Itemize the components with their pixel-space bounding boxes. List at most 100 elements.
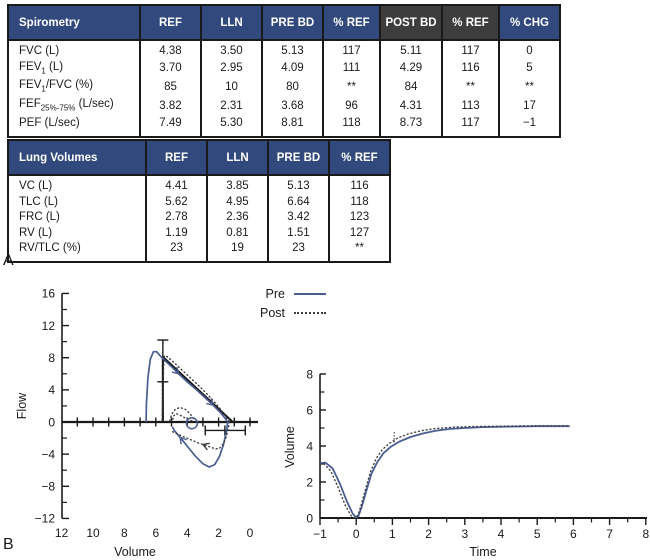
- svg-text:4: 4: [48, 383, 55, 397]
- value-cell: 3.68: [261, 97, 324, 117]
- value-cell: −1: [498, 116, 561, 137]
- row-label: FVC (L): [7, 40, 141, 60]
- table-row: FEV1 (L) 3.70 2.95 4.09 111 4.29 116 5: [7, 59, 561, 79]
- value-cell: 116: [328, 175, 391, 195]
- section-label-b: B: [3, 536, 14, 553]
- value-cell: 5.62: [145, 194, 208, 211]
- value-cell: 2.36: [206, 210, 269, 226]
- value-cell: 7.49: [139, 116, 202, 137]
- value-cell: 8.81: [261, 116, 324, 137]
- svg-text:12: 12: [55, 526, 69, 540]
- column-header: REF: [139, 5, 202, 41]
- table-title: Spirometry: [7, 5, 141, 41]
- spirometry-table: Spirometry REF LLN PRE BD% REF POST BD% REF%…: [7, 4, 561, 138]
- svg-text:2: 2: [306, 475, 313, 489]
- legend-row-pre: Pre: [198, 284, 326, 303]
- value-cell: 3.50: [200, 40, 263, 60]
- column-header: % REF: [328, 140, 391, 176]
- value-cell: 117: [441, 116, 500, 137]
- svg-text:0: 0: [48, 415, 55, 429]
- svg-text:8: 8: [306, 367, 313, 381]
- value-cell: 23: [145, 241, 208, 262]
- value-cell: 5.13: [267, 175, 330, 195]
- value-cell: 1.19: [145, 225, 208, 242]
- table-row: FRC (L) 2.78 2.36 3.42 123: [7, 210, 391, 226]
- svg-text:1: 1: [389, 527, 396, 541]
- value-cell: **: [441, 78, 500, 98]
- value-cell: 3.85: [206, 175, 269, 195]
- legend-pre-line-swatch: [294, 292, 326, 295]
- value-cell: 117: [441, 40, 500, 60]
- value-cell: **: [498, 78, 561, 98]
- svg-text:Volume: Volume: [283, 426, 297, 468]
- svg-text:4: 4: [306, 439, 313, 453]
- svg-text:0: 0: [353, 527, 360, 541]
- row-label: FEF25%-75% (L/sec): [7, 97, 141, 117]
- row-label: FRC (L): [7, 210, 147, 226]
- row-label: FEV1 (L): [7, 59, 141, 79]
- svg-text:8: 8: [121, 526, 128, 540]
- value-cell: 2.31: [200, 97, 263, 117]
- legend-row-post: Post: [198, 303, 326, 322]
- svg-text:−8: −8: [41, 480, 55, 494]
- table-row: FEF25%-75% (L/sec) 3.82 2.31 3.68 96 4.31 113 1…: [7, 97, 561, 117]
- value-cell: 0: [498, 40, 561, 60]
- value-cell: 23: [267, 241, 330, 262]
- value-cell: 5.13: [261, 40, 324, 60]
- column-header: LLN: [206, 140, 269, 176]
- row-label: PEF (L/sec): [7, 116, 141, 137]
- svg-text:8: 8: [642, 527, 649, 541]
- value-cell: 4.29: [379, 59, 443, 79]
- legend-post-line-swatch: [294, 311, 326, 314]
- table-row: FEV1/FVC (%) 85 10 80 ** 84 ** **: [7, 78, 561, 98]
- svg-text:4: 4: [184, 526, 191, 540]
- flow-volume-legend: Pre Post: [198, 284, 326, 322]
- value-cell: 3.70: [139, 59, 202, 79]
- table-row: RV/TLC (%) 23 19 23 **: [7, 241, 391, 262]
- value-cell: 4.38: [139, 40, 202, 60]
- svg-text:0: 0: [306, 511, 313, 525]
- value-cell: 113: [441, 97, 500, 117]
- svg-text:3: 3: [461, 527, 468, 541]
- value-cell: 0.81: [206, 225, 269, 242]
- table-row: TLC (L) 5.62 4.95 6.64 118: [7, 194, 391, 211]
- legend-post-label: Post: [259, 305, 285, 320]
- svg-text:6: 6: [152, 526, 159, 540]
- column-header: POST BD: [379, 5, 443, 41]
- value-cell: **: [328, 241, 391, 262]
- value-cell: 80: [261, 78, 324, 98]
- value-cell: 3.82: [139, 97, 202, 117]
- svg-text:8: 8: [48, 351, 55, 365]
- section-label-a: A: [3, 252, 14, 269]
- svg-text:12: 12: [42, 319, 56, 333]
- column-header: PRE BD: [261, 5, 324, 41]
- value-cell: 19: [206, 241, 269, 262]
- row-label: TLC (L): [7, 194, 147, 211]
- svg-text:0: 0: [247, 526, 254, 540]
- table-row: PEF (L/sec) 7.49 5.30 8.81 118 8.73 117 −1: [7, 116, 561, 137]
- svg-text:2: 2: [215, 526, 222, 540]
- lung-volumes-table: Lung Volumes REF LLN PRE BD% REF VC (L) 4.41 3…: [7, 139, 391, 263]
- value-cell: 127: [328, 225, 391, 242]
- value-cell: 17: [498, 97, 561, 117]
- column-header: PRE BD: [267, 140, 330, 176]
- value-cell: 118: [322, 116, 381, 137]
- svg-text:6: 6: [570, 527, 577, 541]
- row-label: VC (L): [7, 175, 147, 195]
- table-row: FVC (L) 4.38 3.50 5.13 117 5.11 117 0: [7, 40, 561, 60]
- svg-text:6: 6: [306, 403, 313, 417]
- value-cell: 111: [322, 59, 381, 79]
- value-cell: **: [322, 78, 381, 98]
- value-cell: 10: [200, 78, 263, 98]
- svg-text:10: 10: [86, 526, 100, 540]
- svg-text:Volume: Volume: [114, 545, 156, 559]
- row-label: RV/TLC (%): [7, 241, 147, 262]
- column-header: % CHG: [498, 5, 561, 41]
- svg-text:Flow: Flow: [15, 392, 29, 419]
- value-cell: 123: [328, 210, 391, 226]
- row-label: RV (L): [7, 225, 147, 242]
